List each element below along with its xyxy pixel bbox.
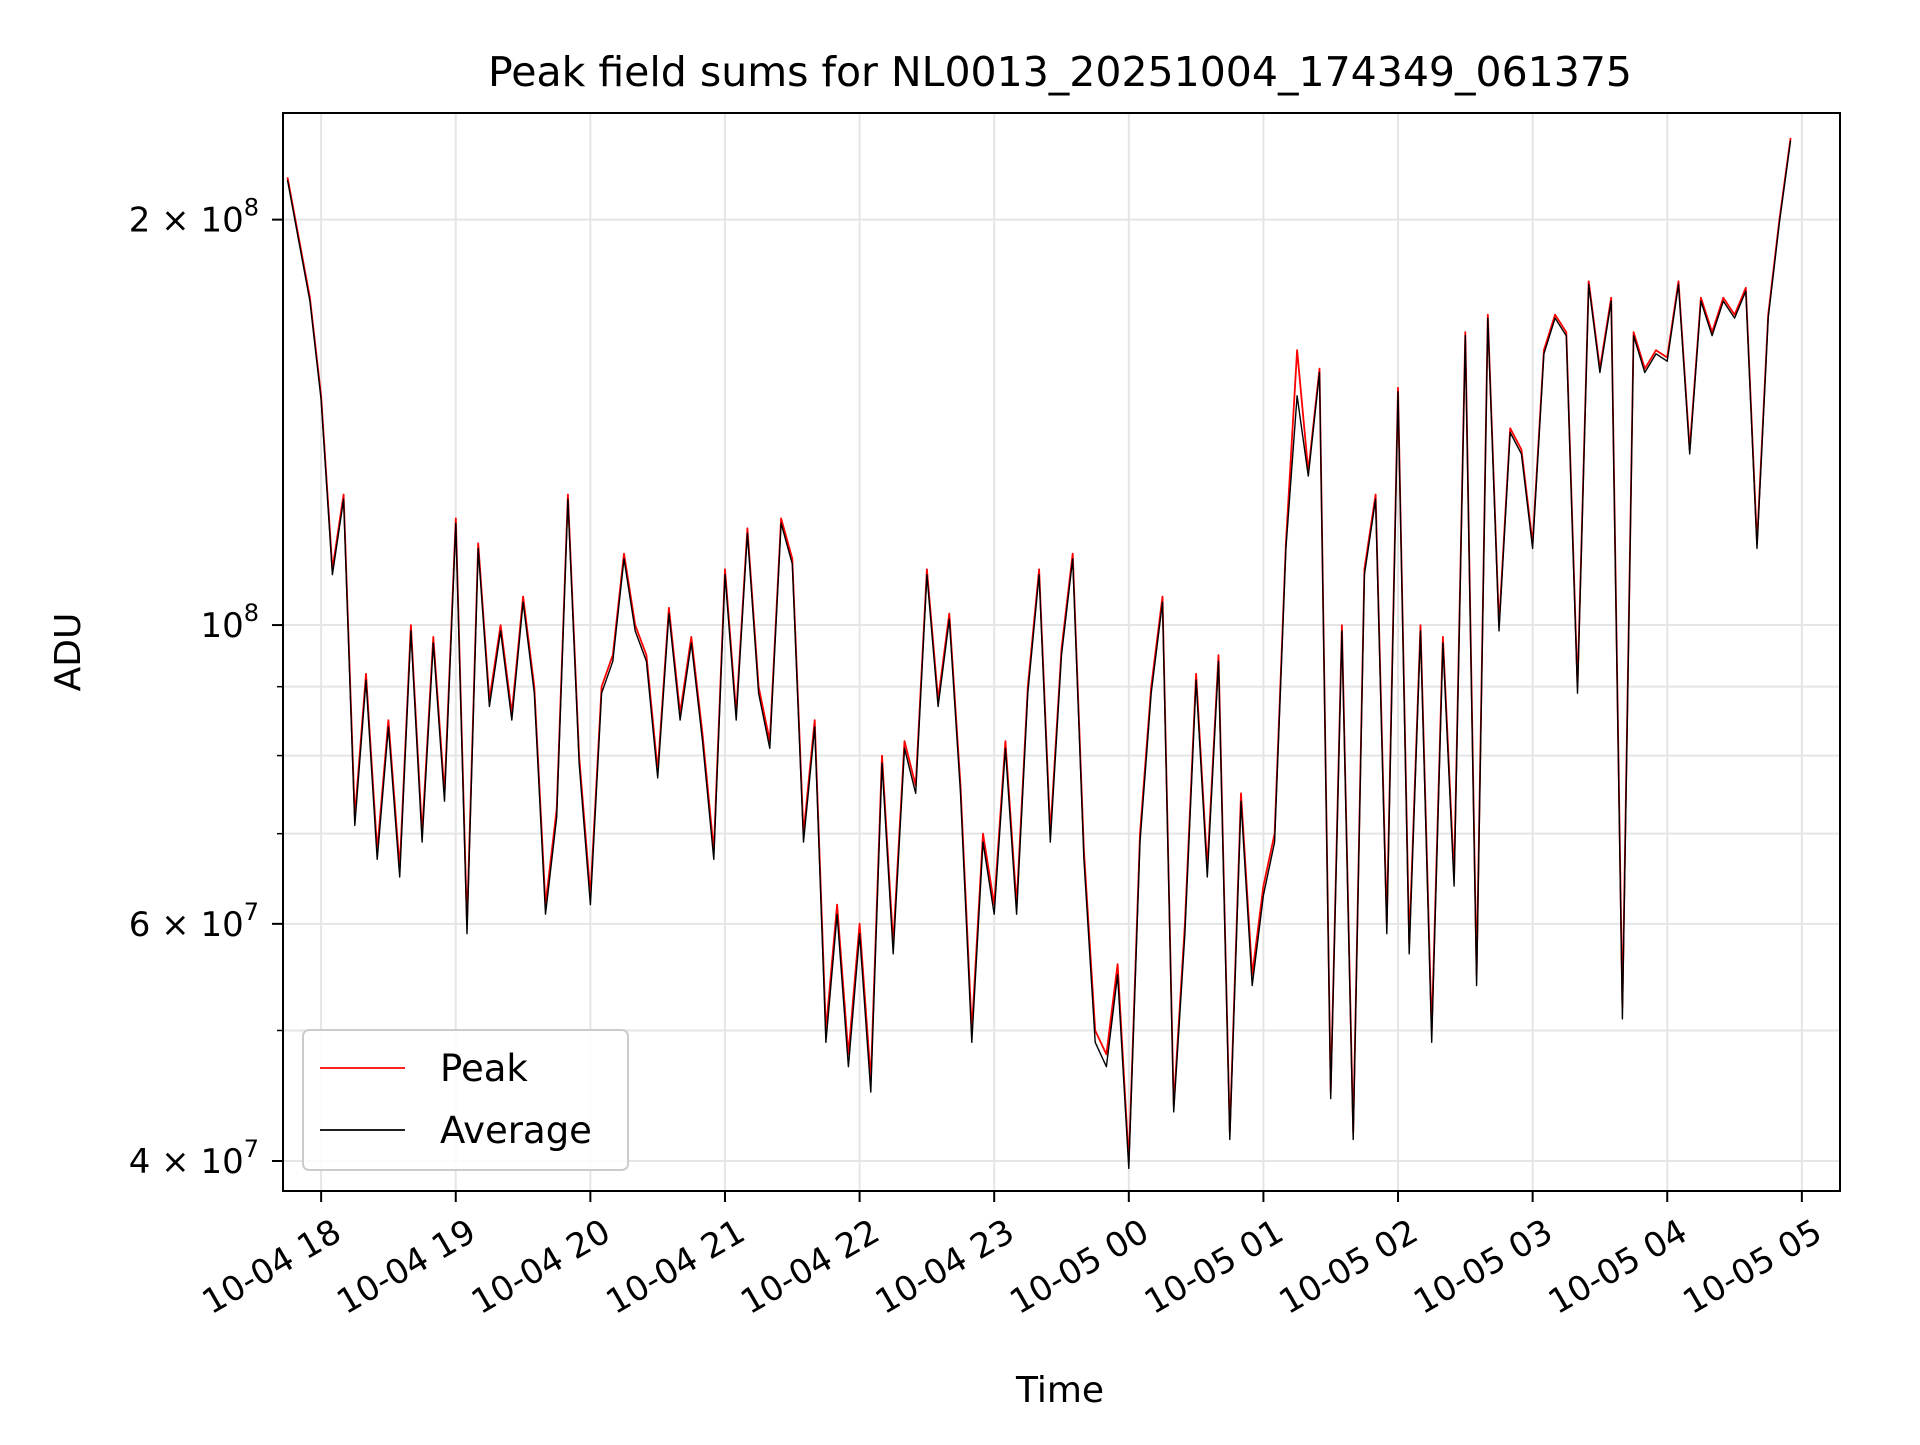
legend-label-peak: Peak — [440, 1047, 528, 1090]
x-axis-label: Time — [1015, 1370, 1104, 1411]
series-layer — [286, 137, 1792, 1170]
y-tick-mantissa: 4 — [129, 1142, 151, 1182]
legend: Peak Average — [302, 1029, 629, 1171]
series-line-average — [286, 140, 1792, 1170]
y-tick-label: 4 × 107 — [129, 1135, 259, 1182]
grid-lines — [283, 113, 1840, 1191]
y-tick-exponent: 7 — [244, 898, 259, 926]
plot-frame — [282, 112, 1841, 1192]
y-tick-label: 6 × 107 — [129, 898, 259, 945]
legend-box — [302, 1029, 629, 1171]
y-tick-mantissa: 2 — [129, 201, 151, 241]
y-tick-exponent: 7 — [244, 1135, 259, 1163]
y-tick-label: 2 × 108 — [129, 194, 259, 241]
y-tick-exponent: 8 — [244, 599, 259, 627]
y-tick-mantissa: 6 — [129, 905, 151, 945]
y-tick-exponent: 8 — [244, 194, 259, 222]
chart-title: Peak field sums for NL0013_20251004_1743… — [488, 48, 1632, 96]
y-tick-label: 108 — [200, 599, 259, 646]
y-axis-label: ADU — [48, 613, 89, 692]
legend-label-average: Average — [440, 1109, 592, 1152]
